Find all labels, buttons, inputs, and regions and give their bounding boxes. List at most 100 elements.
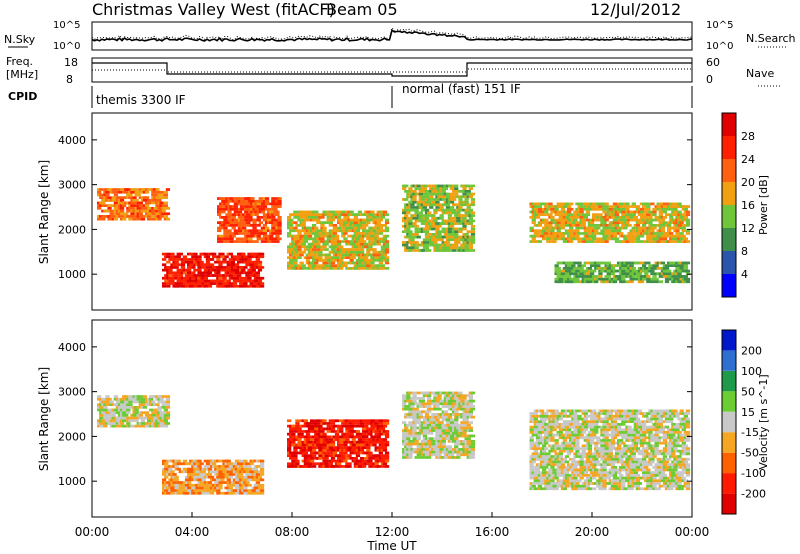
echo-cell — [337, 253, 342, 257]
echo-cell — [312, 446, 317, 449]
echo-cell — [380, 459, 386, 463]
echo-cell — [224, 486, 229, 490]
echo-cell — [604, 218, 609, 222]
echo-cell — [316, 245, 321, 249]
echo-cell — [345, 216, 350, 219]
echo-cell — [585, 240, 591, 243]
echo-cell — [433, 219, 438, 223]
echo-cell — [165, 188, 171, 191]
echo-cell — [163, 408, 168, 412]
echo-cell — [662, 202, 668, 206]
echo-cell — [239, 491, 244, 495]
echo-cell — [269, 210, 274, 214]
echo-cell — [182, 271, 188, 275]
echo-cell — [277, 229, 282, 233]
echo-cell — [138, 424, 143, 428]
echo-cell — [408, 407, 413, 411]
echo-cell — [556, 267, 561, 270]
date-title: 12/Jul/2012 — [590, 0, 681, 19]
echo-cell — [159, 215, 164, 218]
echo-cell — [625, 216, 630, 219]
echo-cell — [662, 269, 668, 273]
echo-cell — [255, 481, 260, 484]
echo-cell — [359, 422, 365, 425]
echo-cell — [201, 478, 206, 482]
echo-cell — [427, 399, 432, 403]
echo-cell — [427, 442, 432, 446]
echo-cell — [437, 195, 442, 199]
echo-cell — [228, 271, 233, 275]
echo-cell — [631, 275, 636, 278]
echo-cell — [228, 274, 233, 277]
echo-cell — [596, 264, 601, 267]
echo-cell — [267, 218, 272, 222]
echo-cell — [105, 419, 110, 423]
echo-cell — [435, 243, 440, 247]
echo-cell — [431, 391, 436, 395]
echo-cell — [431, 227, 436, 231]
echo-cell — [650, 240, 655, 243]
echo-cell — [598, 272, 603, 276]
echo-cell — [431, 203, 436, 207]
echo-cell — [260, 240, 266, 243]
echo-cell — [650, 277, 655, 281]
echo-cell — [155, 196, 160, 199]
echo-cell — [422, 187, 428, 190]
echo-cell — [258, 197, 263, 200]
echo-cell — [449, 206, 455, 209]
echo-cell — [303, 248, 308, 251]
echo-cell — [412, 399, 417, 403]
echo-cell — [412, 243, 417, 247]
echo-cell — [384, 221, 390, 224]
echo-cell — [101, 201, 106, 205]
echo-cell — [109, 204, 114, 207]
echo-cell — [594, 232, 599, 235]
echo-cell — [364, 457, 369, 460]
echo-cell — [165, 217, 171, 221]
echo-cell — [343, 443, 348, 447]
echo-cell — [414, 233, 419, 236]
echo-cell — [470, 219, 476, 223]
cpid-mode-normal: normal (fast) 151 IF — [402, 82, 521, 96]
echo-cell — [307, 465, 313, 468]
echo-cell — [301, 448, 306, 452]
echo-cell — [422, 445, 428, 449]
echo-cell — [182, 459, 188, 463]
echo-cell — [454, 246, 459, 250]
echo-cell — [297, 256, 302, 259]
echo-cell — [362, 229, 367, 233]
echo-cell — [402, 456, 407, 459]
echo-cell — [203, 465, 208, 468]
echo-cell — [178, 462, 183, 466]
echo-cell — [600, 277, 605, 281]
echo-cell — [105, 411, 110, 414]
echo-cell — [307, 226, 313, 230]
echo-cell — [201, 271, 206, 275]
echo-cell — [162, 252, 167, 256]
echo-cell — [366, 448, 371, 452]
echo-cell — [439, 402, 444, 406]
echo-cell — [664, 264, 670, 267]
echo-cell — [441, 195, 446, 199]
echo-cell — [441, 391, 446, 395]
echo-cell — [149, 397, 154, 401]
echo-cell — [259, 266, 265, 269]
echo-cell — [259, 255, 265, 259]
echo-cell — [548, 224, 553, 227]
echo-cell — [316, 218, 321, 222]
echo-cell — [264, 234, 270, 238]
echo-cell — [332, 224, 338, 227]
echo-cell — [277, 226, 282, 230]
echo-cell — [287, 216, 292, 219]
echo-cell — [97, 395, 102, 398]
echo-cell — [679, 221, 684, 224]
echo-cell — [149, 408, 154, 412]
echo-cell — [567, 275, 572, 278]
echo-cell — [427, 397, 432, 400]
echo-cell — [602, 261, 607, 265]
echo-cell — [412, 222, 417, 225]
echo-cell — [424, 429, 430, 432]
echo-cell — [612, 202, 618, 206]
echo-cell — [247, 465, 252, 468]
echo-cell — [221, 199, 226, 203]
